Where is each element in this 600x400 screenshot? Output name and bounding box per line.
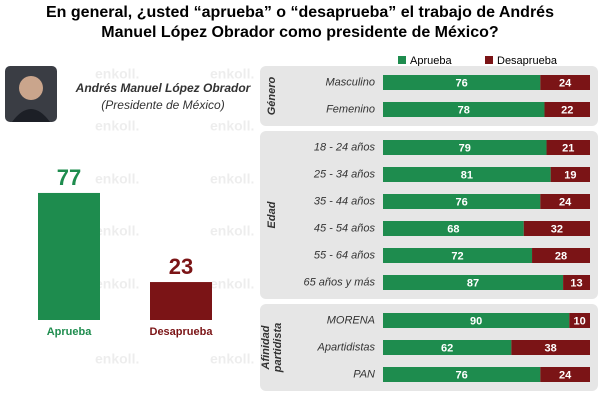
watermark: enkoll. <box>95 276 139 292</box>
watermark: enkoll. <box>95 351 139 367</box>
category-label: MORENA <box>327 314 375 326</box>
group-label: Afinidad <box>260 325 272 370</box>
category-label: 35 - 44 años <box>314 195 376 207</box>
category-label: 45 - 54 años <box>314 222 376 234</box>
bar <box>38 192 100 320</box>
bar-segment <box>532 248 590 263</box>
bar-segment <box>383 194 541 209</box>
value-label: 77 <box>57 165 81 190</box>
bar-segment <box>550 167 590 182</box>
watermark: enkoll. <box>210 276 254 292</box>
person-role: (Presidente de México) <box>101 98 224 112</box>
bar-segment <box>383 102 545 117</box>
category-label: Apartidistas <box>317 341 376 353</box>
bar-segment <box>383 167 551 182</box>
group-label: Edad <box>266 201 278 228</box>
legend-label: Aprueba <box>410 55 452 67</box>
value-label: 79 <box>459 142 471 154</box>
watermark: enkoll. <box>210 118 254 134</box>
category-label: PAN <box>353 368 375 380</box>
bar-segment <box>540 194 590 209</box>
bar-segment <box>546 140 590 155</box>
category-label: 18 - 24 años <box>314 141 376 153</box>
value-label: 24 <box>559 369 572 381</box>
value-label: 13 <box>570 277 582 289</box>
bar-segment <box>383 275 564 290</box>
group-panel <box>260 131 598 299</box>
bar <box>150 282 212 320</box>
photo <box>5 66 57 122</box>
legend-swatch <box>398 56 406 64</box>
title-line: Manuel López Obrador como presidente de … <box>101 24 498 41</box>
bar-segment <box>383 140 547 155</box>
value-label: 10 <box>574 315 586 327</box>
value-label: 24 <box>559 77 572 89</box>
bar-segment <box>540 75 590 90</box>
bar-segment <box>544 102 590 117</box>
category-label: 55 - 64 años <box>314 249 376 261</box>
value-label: 76 <box>456 77 468 89</box>
bar-segment <box>383 367 541 382</box>
watermark: enkoll. <box>95 171 139 187</box>
title-line: En general, ¿usted “aprueba” o “desaprue… <box>46 4 554 21</box>
group-label: Género <box>266 76 278 115</box>
value-label: 22 <box>561 104 573 116</box>
category-label: 25 - 34 años <box>313 168 376 180</box>
bar-segment <box>383 313 570 328</box>
watermark: enkoll. <box>95 223 139 239</box>
category-label: Masculino <box>325 76 375 88</box>
watermark: enkoll. <box>95 118 139 134</box>
bar-segment <box>540 367 590 382</box>
value-label: 38 <box>545 342 557 354</box>
legend-swatch <box>485 56 493 64</box>
value-label: 81 <box>461 169 473 181</box>
bar-segment <box>383 248 533 263</box>
category-label: 65 años y más <box>303 276 375 288</box>
value-label: 68 <box>447 223 459 235</box>
value-label: 21 <box>562 142 574 154</box>
value-label: 76 <box>456 196 468 208</box>
value-label: 23 <box>169 254 193 279</box>
value-label: 72 <box>451 250 463 262</box>
bar-segment <box>383 221 524 236</box>
bar-segment <box>569 313 590 328</box>
value-label: 78 <box>458 104 470 116</box>
category-label: Aprueba <box>47 326 93 338</box>
watermark: enkoll. <box>210 66 254 82</box>
category-label: Femenino <box>326 103 375 115</box>
legend-label: Desaprueba <box>497 55 558 67</box>
watermark: enkoll. <box>210 171 254 187</box>
value-label: 28 <box>555 250 567 262</box>
watermark: enkoll. <box>95 66 139 82</box>
value-label: 19 <box>564 169 576 181</box>
value-label: 62 <box>441 342 453 354</box>
watermark: enkoll. <box>210 351 254 367</box>
value-label: 24 <box>559 196 572 208</box>
value-label: 32 <box>551 223 563 235</box>
group-label: partidista <box>272 323 284 374</box>
value-label: 76 <box>456 369 468 381</box>
person-name: Andrés Manuel López Obrador <box>75 81 252 95</box>
bar-segment <box>383 75 541 90</box>
bar-segment <box>563 275 590 290</box>
bar-segment <box>523 221 590 236</box>
category-label: Desaprueba <box>150 326 214 338</box>
bar-segment <box>511 340 590 355</box>
bar-segment <box>383 340 512 355</box>
value-label: 90 <box>470 315 482 327</box>
value-label: 87 <box>467 277 479 289</box>
watermark: enkoll. <box>210 223 254 239</box>
